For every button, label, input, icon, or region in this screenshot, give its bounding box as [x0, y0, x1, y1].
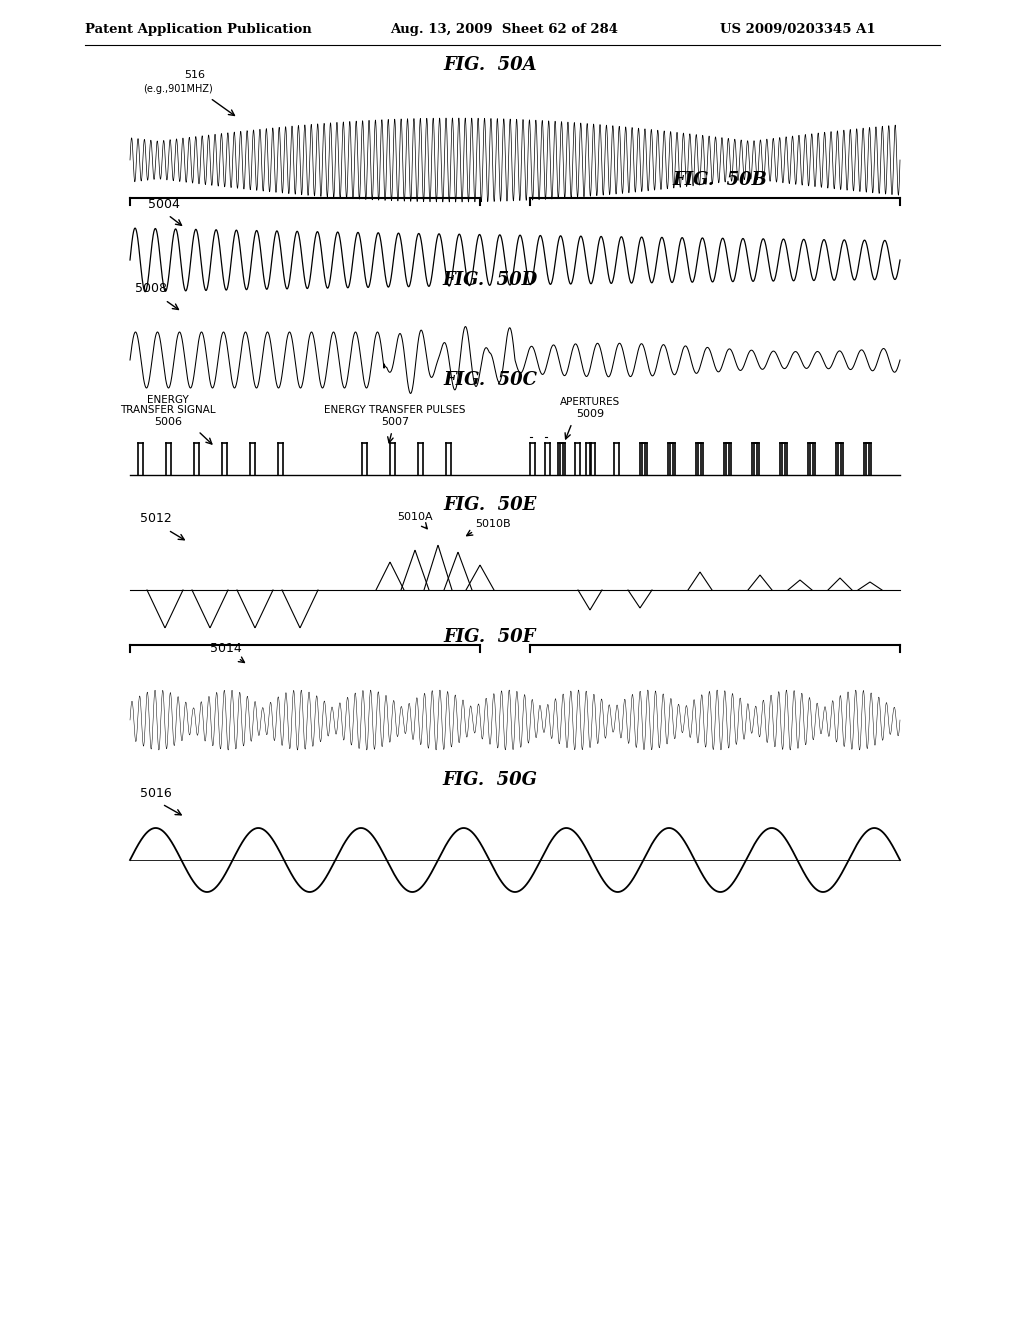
Text: 5012: 5012 [140, 512, 172, 525]
Text: 5010A: 5010A [397, 512, 433, 521]
Text: 5016: 5016 [140, 787, 172, 800]
Text: 5004: 5004 [148, 198, 180, 211]
Text: FIG.  50E: FIG. 50E [443, 496, 537, 513]
Text: 5008: 5008 [135, 282, 167, 294]
Text: Aug. 13, 2009  Sheet 62 of 284: Aug. 13, 2009 Sheet 62 of 284 [390, 24, 618, 37]
Text: FIG.  50G: FIG. 50G [442, 771, 538, 789]
Text: 5007: 5007 [381, 417, 409, 426]
Text: TRANSFER SIGNAL: TRANSFER SIGNAL [120, 405, 216, 414]
Text: FIG.  50F: FIG. 50F [443, 628, 537, 645]
Text: ENERGY TRANSFER PULSES: ENERGY TRANSFER PULSES [325, 405, 466, 414]
Text: FIG.  50B: FIG. 50B [673, 172, 767, 189]
Text: Patent Application Publication: Patent Application Publication [85, 24, 311, 37]
Text: ENERGY: ENERGY [147, 395, 188, 405]
Text: FIG.  50D: FIG. 50D [442, 271, 538, 289]
Text: US 2009/0203345 A1: US 2009/0203345 A1 [720, 24, 876, 37]
Text: APERTURES: APERTURES [560, 397, 621, 407]
Text: 5014: 5014 [210, 642, 242, 655]
Text: 516: 516 [184, 70, 206, 81]
Text: FIG.  50A: FIG. 50A [443, 55, 537, 74]
Text: 5010B: 5010B [475, 519, 511, 529]
Text: 5009: 5009 [575, 409, 604, 418]
Text: 5006: 5006 [154, 417, 182, 426]
Text: FIG.  50C: FIG. 50C [443, 371, 537, 389]
Text: (e.g.,901MHZ): (e.g.,901MHZ) [143, 84, 213, 94]
